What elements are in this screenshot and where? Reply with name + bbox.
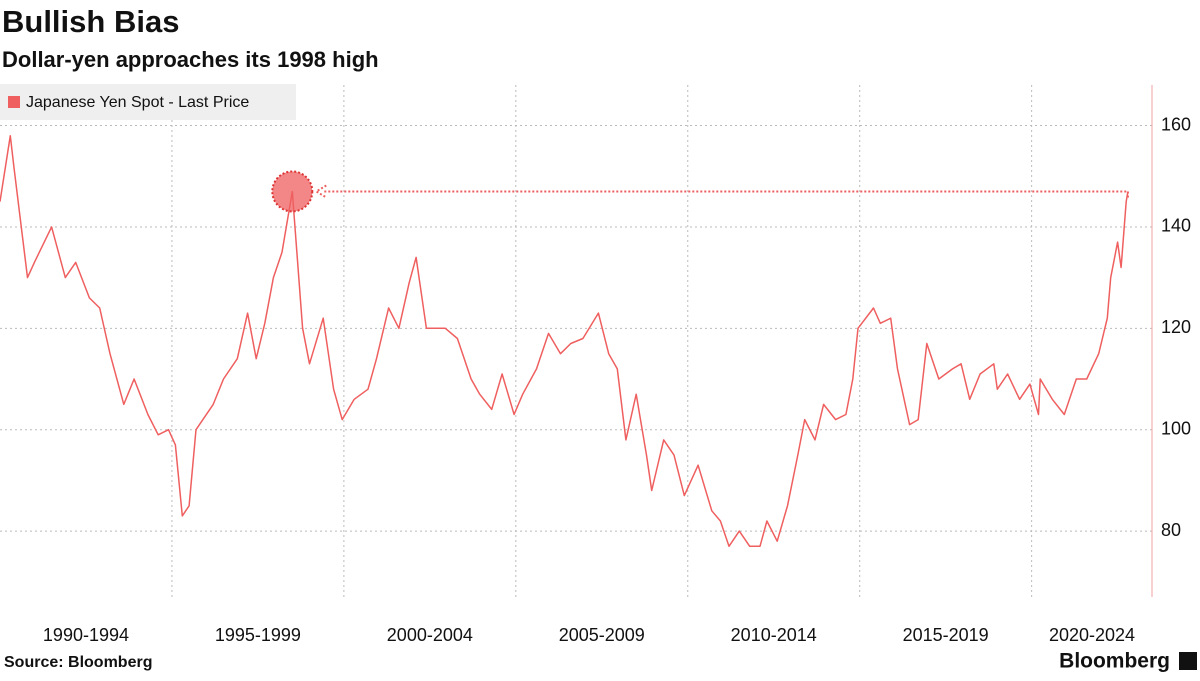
chart-title: Bullish Bias <box>2 4 179 39</box>
chart-subtitle: Dollar-yen approaches its 1998 high <box>2 47 379 72</box>
brand: Bloomberg <box>1059 650 1170 673</box>
y-tick-label: 120 <box>1161 317 1191 337</box>
legend-label: Japanese Yen Spot - Last Price <box>26 94 249 111</box>
x-tick-label: 2000-2004 <box>387 625 473 645</box>
y-tick-label: 160 <box>1161 114 1191 134</box>
x-tick-label: 2005-2009 <box>559 625 645 645</box>
highlight-point <box>271 170 314 213</box>
x-tick-label: 1990-1994 <box>43 625 129 645</box>
y-tick-label: 100 <box>1161 418 1191 438</box>
x-tick-label: 2020-2024 <box>1049 625 1135 645</box>
x-tick-label: 2010-2014 <box>731 625 817 645</box>
legend-swatch <box>8 96 20 108</box>
brand-icon <box>1179 652 1197 670</box>
line-series <box>0 134 1129 548</box>
x-tick-label: 1995-1999 <box>215 625 301 645</box>
y-tick-label: 80 <box>1161 520 1181 540</box>
y-tick-label: 140 <box>1161 216 1191 236</box>
x-tick-label: 2015-2019 <box>903 625 989 645</box>
source: Source: Bloomberg <box>4 654 152 671</box>
legend-box <box>0 84 296 120</box>
